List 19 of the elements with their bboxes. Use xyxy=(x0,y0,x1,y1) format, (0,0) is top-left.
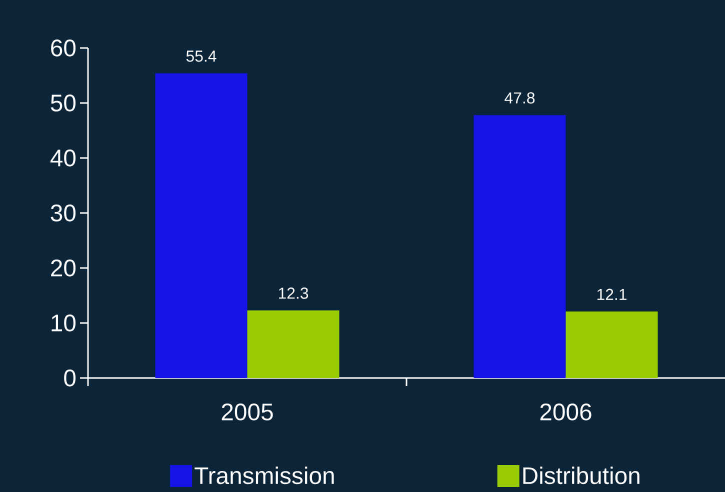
data-label: 55.4 xyxy=(186,50,216,62)
y-tick-label: 0 xyxy=(64,370,76,386)
y-tick-label: 60 xyxy=(51,40,76,56)
bar xyxy=(566,311,658,378)
y-tick-label: 50 xyxy=(50,94,76,112)
y-tick-label: 10 xyxy=(52,314,76,332)
legend-label: Transmission xyxy=(194,466,334,484)
legend-label: Distribution xyxy=(523,466,640,484)
data-label: 47.8 xyxy=(504,92,535,104)
data-label: 12.3 xyxy=(278,288,308,299)
bar xyxy=(247,310,340,378)
x-tick-label: 2006 xyxy=(540,404,592,420)
bar xyxy=(474,115,566,378)
y-tick-label: 30 xyxy=(50,204,76,222)
bar xyxy=(155,73,248,378)
y-tick-label: 40 xyxy=(50,150,76,166)
x-tick-label: 2005 xyxy=(222,404,273,420)
y-tick-label: 20 xyxy=(51,260,76,276)
data-label: 12.1 xyxy=(597,288,626,300)
